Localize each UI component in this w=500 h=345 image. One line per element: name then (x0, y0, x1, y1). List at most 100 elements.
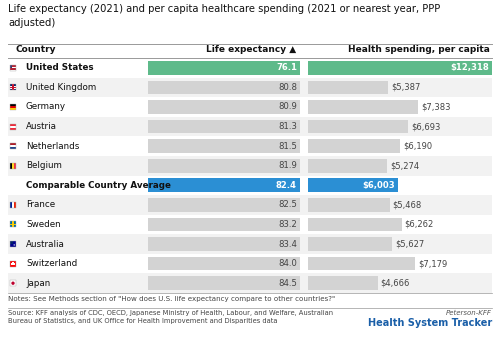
Text: $12,318: $12,318 (450, 63, 489, 72)
Text: 83.2: 83.2 (278, 220, 297, 229)
Bar (8, 254, 492, 274)
Text: Switzerland: Switzerland (26, 259, 77, 268)
Bar (8, 176, 492, 195)
Text: $6,262: $6,262 (404, 220, 434, 229)
Bar (10, 163, 12, 169)
Bar (148, 159, 300, 172)
Bar (148, 237, 300, 251)
Text: Notes: See Methods section of "How does U.S. life expectancy compare to other co: Notes: See Methods section of "How does … (8, 296, 335, 302)
Text: 82.5: 82.5 (278, 200, 297, 209)
Circle shape (12, 282, 14, 285)
Text: Australia: Australia (26, 239, 65, 248)
Text: $5,387: $5,387 (392, 83, 421, 92)
Bar (308, 80, 388, 94)
Bar (10, 147, 16, 149)
Bar (148, 80, 300, 94)
Bar (8, 234, 492, 254)
Text: $7,179: $7,179 (418, 259, 448, 268)
Bar (10, 241, 16, 247)
Text: France: France (26, 200, 55, 209)
Text: $6,003: $6,003 (362, 181, 394, 190)
Text: Germany: Germany (26, 102, 66, 111)
Bar (148, 61, 300, 75)
Bar (10, 65, 16, 71)
Text: Life expectancy ▲: Life expectancy ▲ (206, 45, 296, 54)
Text: Belgium: Belgium (26, 161, 62, 170)
Text: 84.0: 84.0 (278, 259, 297, 268)
Text: United States: United States (26, 63, 94, 72)
Text: Country: Country (16, 45, 56, 54)
Bar (10, 145, 16, 147)
Bar (12, 85, 14, 90)
Bar (10, 124, 16, 126)
Bar (10, 65, 16, 71)
Bar (10, 224, 16, 225)
Bar (10, 65, 12, 68)
Bar (308, 159, 387, 172)
Text: Sweden: Sweden (26, 220, 60, 229)
Bar (14, 163, 16, 169)
Bar (10, 85, 16, 90)
Text: $5,627: $5,627 (395, 239, 424, 248)
Bar (10, 143, 16, 145)
Bar (8, 156, 492, 176)
Bar (308, 218, 402, 231)
Text: Austria: Austria (26, 122, 57, 131)
Text: 81.5: 81.5 (278, 142, 297, 151)
Text: 76.1: 76.1 (276, 63, 297, 72)
Bar (10, 221, 16, 227)
Text: $6,190: $6,190 (404, 142, 432, 151)
Text: Comparable Country Average: Comparable Country Average (26, 181, 171, 190)
Bar (8, 78, 492, 97)
Bar (308, 237, 392, 251)
Bar (10, 280, 16, 286)
Bar (308, 61, 492, 75)
Text: $5,468: $5,468 (392, 200, 422, 209)
Bar (10, 126, 16, 128)
Bar (10, 108, 16, 110)
Text: 81.3: 81.3 (278, 122, 297, 131)
Bar (308, 120, 408, 134)
Bar (10, 163, 16, 169)
Bar (10, 104, 16, 106)
Bar (10, 202, 16, 208)
Text: $6,693: $6,693 (411, 122, 440, 131)
Bar (12, 262, 14, 265)
Text: $5,274: $5,274 (390, 161, 419, 170)
Bar (148, 100, 300, 114)
Bar (12, 202, 14, 208)
Text: Source: KFF analysis of CDC, OECD, Japanese Ministry of Health, Labour, and Welf: Source: KFF analysis of CDC, OECD, Japan… (8, 310, 333, 324)
Bar (10, 106, 16, 108)
Bar (8, 215, 492, 234)
Bar (308, 276, 378, 290)
Text: Life expectancy (2021) and per capita healthcare spending (2021 or nearest year,: Life expectancy (2021) and per capita he… (8, 4, 440, 28)
Bar (12, 163, 14, 169)
Bar (10, 104, 16, 110)
Bar (308, 139, 400, 153)
Bar (10, 221, 16, 227)
Circle shape (14, 244, 15, 246)
Bar (10, 124, 16, 129)
Text: $7,383: $7,383 (422, 102, 451, 111)
Text: 80.8: 80.8 (278, 83, 297, 92)
Bar (10, 260, 16, 267)
Bar (148, 120, 300, 134)
Text: 84.5: 84.5 (278, 279, 297, 288)
Bar (308, 100, 418, 114)
Bar (148, 198, 300, 212)
Bar (10, 241, 13, 244)
Bar (148, 257, 300, 270)
Text: United Kingdom: United Kingdom (26, 83, 96, 92)
Bar (8, 97, 492, 117)
Bar (11, 263, 15, 265)
Bar (8, 117, 492, 136)
Bar (8, 195, 492, 215)
Bar (148, 139, 300, 153)
Bar (12, 85, 14, 90)
Bar (10, 67, 16, 68)
Text: Japan: Japan (26, 279, 50, 288)
Text: 80.9: 80.9 (278, 102, 297, 111)
Bar (12, 221, 14, 227)
Text: Netherlands: Netherlands (26, 142, 80, 151)
Text: 82.4: 82.4 (276, 181, 297, 190)
